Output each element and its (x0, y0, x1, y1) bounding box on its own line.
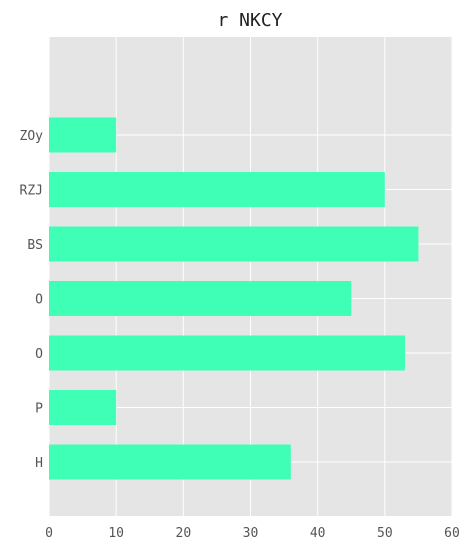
y-tick-label: O (35, 293, 43, 308)
y-tick-label: BS (27, 238, 43, 253)
bar-zoy (49, 117, 117, 153)
x-tick-label: 20 (176, 526, 192, 541)
bar-o (49, 335, 405, 371)
y-tick-label: H (35, 456, 43, 471)
x-tick-label: 0 (45, 526, 53, 541)
y-tick-labels: H P O O BS RZJ ZOy (20, 129, 44, 471)
bar-h (49, 444, 291, 480)
y-tick-label: P (35, 402, 43, 417)
y-tick-label: O (35, 347, 43, 362)
bar-rzj (49, 172, 385, 207)
y-tick-label: RZJ (20, 184, 43, 199)
x-tick-label: 30 (243, 526, 259, 541)
bar-o (49, 281, 352, 316)
x-tick-label: 60 (444, 526, 460, 541)
bar-p (49, 390, 117, 425)
bars-group (49, 117, 419, 480)
x-tick-label: 50 (377, 526, 393, 541)
x-tick-labels: 0 10 20 30 40 50 60 (45, 526, 460, 541)
x-tick-label: 40 (310, 526, 326, 541)
bar-bs (49, 226, 419, 262)
chart-title: r NKCY (217, 10, 282, 31)
x-tick-label: 10 (108, 526, 124, 541)
y-tick-label: ZOy (20, 129, 44, 144)
